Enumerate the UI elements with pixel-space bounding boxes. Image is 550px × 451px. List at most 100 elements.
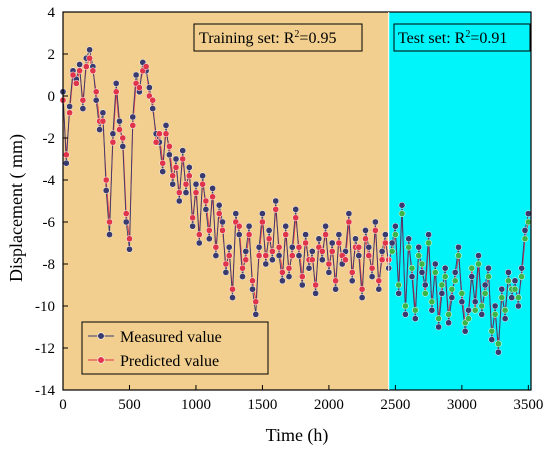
predicted-point [332,277,339,285]
measured-point [99,109,107,117]
legend-label-measured: Measured value [120,329,222,346]
y-tick-label: -14 [35,383,55,399]
predicted-point [122,210,130,217]
predicted-point [225,252,233,259]
measured-point [332,285,339,293]
predicted-point [119,134,127,142]
predicted-point [308,256,316,264]
predicted-point [325,260,333,268]
predicted-point [501,306,509,314]
measured-point [428,306,436,314]
predicted-point [142,63,150,70]
measured-point [239,273,246,280]
x-tick-label: 3000 [447,397,477,413]
predicted-point [418,260,426,268]
measured-point [102,187,110,194]
predicted-point [455,252,462,259]
predicted-point [249,277,256,285]
measured-point [368,273,376,280]
predicted-point [392,231,399,238]
predicted-point [285,264,293,272]
svg-text:Test set: R2=0.91: Test set: R2=0.91 [398,29,507,47]
predicted-point [388,248,396,255]
measured-point [498,285,506,293]
y-tick-label: -2 [43,131,56,147]
x-tick-label: 2000 [314,397,344,413]
measured-point [272,197,280,205]
predicted-point [255,252,263,259]
predicted-point [405,243,413,251]
predicted-point [202,197,210,205]
measured-point [402,311,409,318]
test-annotation: Test set: R2=0.91 [393,23,531,52]
measured-point [438,290,446,297]
measured-point [79,105,87,112]
measured-point [318,256,326,264]
x-tick-label: 500 [118,397,141,413]
measured-point [511,277,519,285]
measured-point [116,117,123,125]
measured-point [222,269,230,276]
measured-point [126,245,133,253]
legend-marker-measured [97,332,105,340]
predicted-point [116,126,123,133]
measured-point [411,315,419,322]
x-tick-label: 1000 [181,397,211,413]
measured-point [465,306,472,314]
measured-point [435,323,442,331]
predicted-point [259,218,266,226]
predicted-point [219,227,226,234]
predicted-point [76,67,83,75]
test-annotation-value: =0.91 [470,30,507,47]
predicted-point [355,243,363,251]
predicted-point [288,252,296,259]
predicted-point [215,210,223,217]
predicted-point [192,189,200,196]
predicted-point [79,96,87,104]
predicted-point [222,260,230,268]
measured-point [169,180,177,188]
measured-point [348,277,356,285]
predicted-point [172,164,180,171]
predicted-point [86,54,93,62]
predicted-point [518,273,526,280]
measured-point [109,130,117,138]
measured-point [378,248,386,255]
measured-point [395,290,403,297]
legend-marker-predicted [97,356,105,364]
predicted-point [342,256,349,264]
predicted-point [295,243,303,251]
training-annotation-sup: 2 [294,29,299,40]
predicted-point [471,306,479,314]
measured-point [192,180,200,188]
measured-point [119,143,127,150]
measured-point [242,248,250,255]
measured-point [249,285,256,293]
measured-point [485,264,492,272]
measured-point [501,315,509,322]
measured-point [295,252,303,259]
predicted-point [62,151,70,159]
training-annotation-text: Training set: R [199,30,295,47]
measured-point [455,243,462,251]
measured-point [365,243,373,251]
measured-point [288,243,296,251]
measured-point [335,231,343,238]
measured-point [408,273,416,280]
measured-point [86,46,93,54]
predicted-point [66,109,73,117]
measured-point [146,84,153,91]
measured-point [518,264,526,272]
x-tick-label: 3500 [513,397,543,413]
y-tick-label: 4 [48,5,56,21]
predicted-point [199,180,206,188]
measured-point [345,210,353,217]
measured-point [298,281,306,289]
measured-point [229,294,236,301]
predicted-point [375,277,383,285]
measured-point [235,231,243,238]
predicted-point [185,172,193,180]
measured-point [259,210,266,217]
predicted-point [302,239,309,247]
predicted-point [345,218,353,226]
